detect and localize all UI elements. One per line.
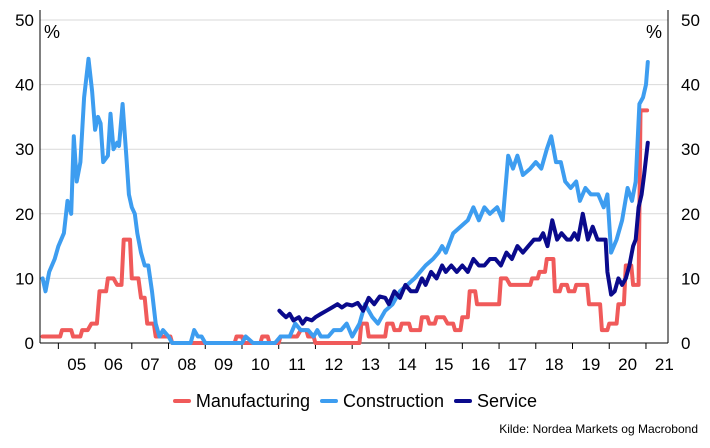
x-tick-label: 06 (104, 355, 123, 374)
legend-label-manufacturing: Manufacturing (195, 390, 310, 411)
y-tick-left: 0 (25, 334, 34, 353)
y-tick-left: 40 (15, 76, 34, 95)
legend-label-service: Service (477, 390, 538, 411)
x-tick-label: 10 (251, 355, 270, 374)
right-unit-label: % (646, 22, 662, 42)
y-tick-right: 50 (681, 11, 700, 30)
x-tick-label: 15 (435, 355, 454, 374)
legend: Manufacturing Construction Service (0, 388, 710, 414)
x-tick-label: 20 (618, 355, 637, 374)
x-tick-label: 07 (141, 355, 160, 374)
y-tick-right: 20 (681, 205, 700, 224)
x-tick-label: 12 (324, 355, 343, 374)
legend-label-construction: Construction (342, 390, 445, 411)
line-chart: 0 0 10 10 20 20 30 30 40 40 50 50 05 06 07 08 09 10 11 12 13… (15, 10, 700, 374)
x-tick-label: 11 (288, 355, 306, 374)
series-line-manufacturing (40, 108, 650, 345)
source-note: Kilde: Nordea Markets og Macrobond (499, 422, 698, 436)
series-line-construction (40, 56, 650, 345)
legend-swatch-construction (319, 399, 338, 403)
x-tick-label: 05 (67, 355, 86, 374)
x-tick-label: 08 (177, 355, 196, 374)
gridlines (40, 19, 668, 279)
y-tick-left: 20 (15, 205, 34, 224)
x-tick-label: 21 (655, 355, 674, 374)
axes (39, 10, 669, 349)
legend-swatch-service (454, 399, 473, 403)
y-tick-right: 40 (681, 76, 700, 95)
y-tick-right: 0 (681, 334, 690, 353)
legend-swatch-manufacturing (172, 399, 191, 403)
x-tick-label: 16 (471, 355, 490, 374)
y-tick-right: 30 (681, 140, 700, 159)
y-tick-right: 10 (681, 269, 700, 288)
legend-item-manufacturing: Manufacturing (172, 390, 310, 412)
legend-item-construction: Construction (319, 390, 445, 412)
y-tick-left: 50 (15, 11, 34, 30)
x-tick-label: 13 (361, 355, 380, 374)
tick-labels: 0 0 10 10 20 20 30 30 40 40 50 50 05 06 07 08 09 10 11 12 13… (15, 11, 700, 374)
left-unit-label: % (44, 22, 60, 42)
series-line-service (277, 140, 650, 326)
legend-item-service: Service (454, 391, 537, 412)
x-tick-label: 17 (508, 355, 527, 374)
x-tick-label: 18 (545, 355, 564, 374)
x-tick-label: 14 (398, 355, 417, 374)
y-tick-left: 10 (15, 269, 34, 288)
y-tick-left: 30 (15, 140, 34, 159)
x-tick-label: 09 (214, 355, 233, 374)
x-tick-label: 19 (581, 355, 600, 374)
series-lines (40, 56, 650, 345)
